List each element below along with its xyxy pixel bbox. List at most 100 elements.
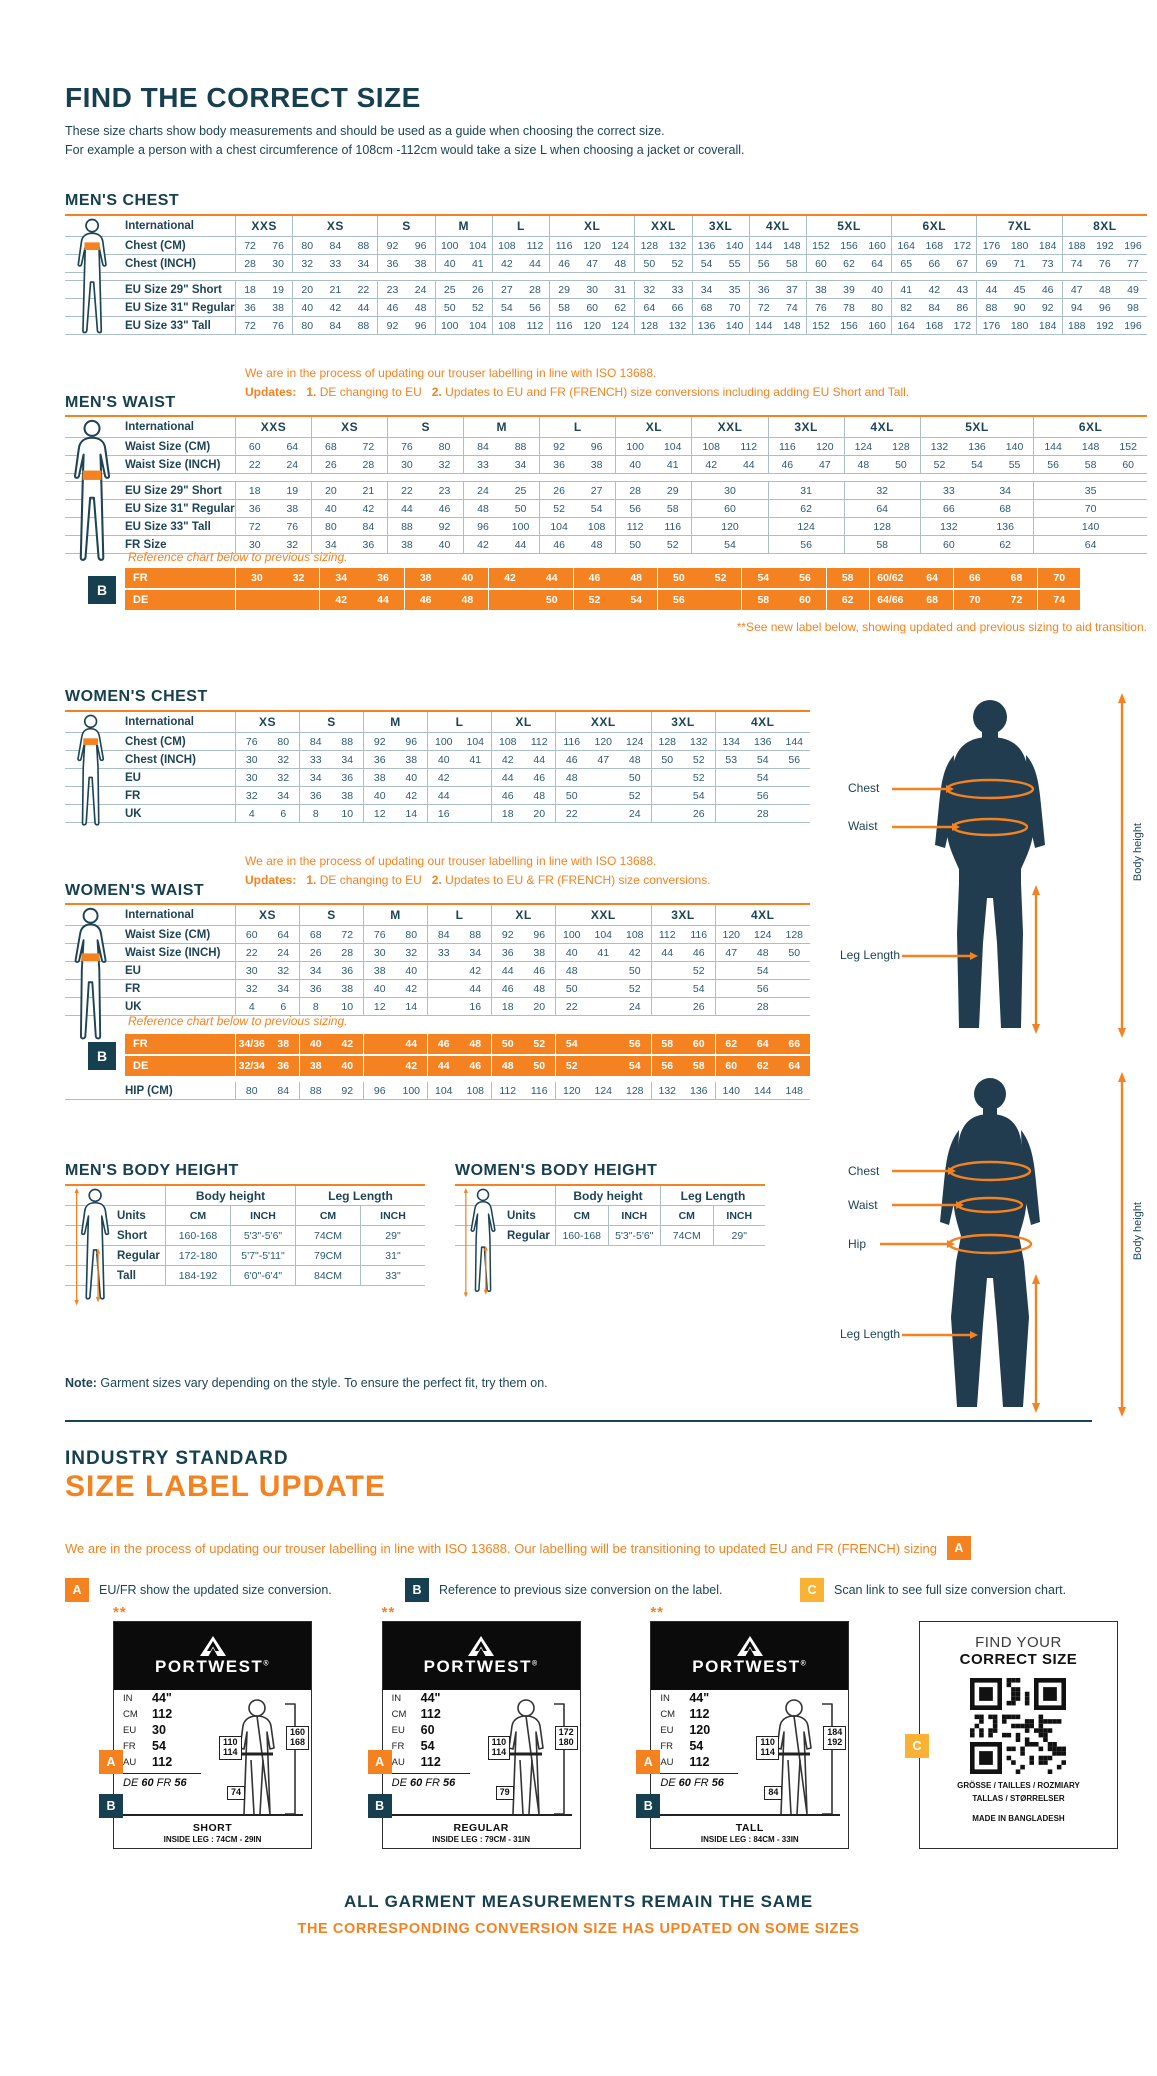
ref-value: 64 [756, 1038, 769, 1050]
ref-value: 62 [756, 1060, 769, 1072]
size-value: 34 [277, 789, 290, 802]
size-value: 136 [753, 735, 772, 748]
size-value: 28 [362, 458, 375, 471]
size-group: 44 46 [387, 500, 463, 517]
ref-group: 58 60 [650, 1034, 715, 1054]
size-value: 148 [785, 1084, 804, 1097]
size-value: 60 [586, 301, 599, 314]
ref-group: 64/66 68 [868, 590, 953, 610]
eu-range-box: 110 114 [219, 1736, 242, 1760]
size-group: 36 38 [235, 299, 292, 316]
size-group: 26 28 [311, 456, 387, 473]
ref-group: 46 48 [403, 590, 488, 610]
ref-value: 46 [437, 1038, 450, 1050]
row-label: UK [125, 807, 142, 820]
size-group: 40 42 44 [292, 299, 377, 316]
size-group: 36 38 [539, 456, 615, 473]
size-group: 34 35 [691, 281, 749, 298]
col-header-XL: XL [549, 216, 634, 236]
size-value: 40 [437, 753, 450, 766]
table-header-row: International XS S M L XL XXL 3XL 4XL [65, 712, 810, 733]
card-stars: ** [113, 1604, 127, 1621]
size-value: 38 [533, 946, 546, 959]
size-group: 60 62 [919, 536, 1034, 553]
size-value: 16 [437, 807, 450, 820]
size-value: 21 [362, 484, 375, 497]
ref-value: 56 [673, 594, 685, 606]
size-value: 38 [590, 458, 603, 471]
size-value: 96 [1099, 301, 1111, 314]
size-value: 136 [968, 440, 986, 453]
ref-value: 74 [1053, 594, 1066, 606]
ref-group: 62 [825, 590, 869, 610]
previous-size: 56 [711, 1777, 724, 1789]
card-figure: 110 114 160 168 74 [207, 1696, 309, 1824]
male-silhouette [892, 693, 1126, 1038]
unit-label: FR [123, 1740, 136, 1752]
ref-row-label: FR [133, 1038, 148, 1050]
size-value: 116 [555, 319, 573, 332]
size-value: 29 [666, 484, 679, 497]
male-measurement-figure: Chest Waist Leg Length Body height [840, 693, 1152, 1045]
size-value: 46 [438, 502, 451, 515]
size-value: 184 [1038, 319, 1057, 332]
size-group: 128 132 [650, 733, 715, 750]
size-value: 42 [928, 283, 941, 296]
note-text: Garment sizes vary depending on the styl… [96, 1376, 548, 1390]
ref-group: 54 56 [741, 568, 825, 588]
size-value: 46 [501, 982, 514, 995]
height-range-box: 160 168 [285, 1726, 309, 1750]
ref-group: 56 [657, 590, 741, 610]
size-value: 44 [357, 301, 370, 314]
row-label: EU Size 33" Tall [125, 520, 211, 533]
unit-label: FR [391, 1740, 405, 1752]
size-value: 28 [341, 946, 354, 959]
size-value: 76 [286, 520, 299, 533]
inside-leg-box: 79 [495, 1786, 514, 1800]
size-group: 44 [427, 980, 491, 997]
size-value: 36 [757, 283, 770, 296]
eu-range-box: 110 114 [487, 1736, 511, 1760]
size-value: 54 [590, 502, 603, 515]
inside-leg-text: INSIDE LEG : 74CM - 29IN [163, 1835, 262, 1844]
size-value: 52 [692, 753, 705, 766]
size-group: 53 54 56 [714, 751, 811, 768]
page-intro: These size charts show body measurements… [65, 122, 965, 160]
label-card: ** PORTWEST® IN 44" CM 112 EU 120 FR 54 AU 112 DE 60… [636, 1604, 850, 1849]
size-value: 23 [438, 484, 451, 497]
size-group: 42 44 [691, 456, 767, 473]
size-group: 116 120 [767, 438, 844, 455]
unit-label: CM [660, 1708, 676, 1720]
size-value: 80 [405, 928, 418, 941]
size-value: 35 [728, 283, 741, 296]
size-value: 88 [985, 301, 998, 314]
body-height-value: 74CM [295, 1226, 360, 1245]
size-value: 52 [671, 257, 684, 270]
size-group: 56 [767, 536, 844, 553]
ref-group: 54 56 [555, 1034, 651, 1054]
footer-line-1: ALL GARMENT MEASUREMENTS REMAIN THE SAME [344, 1892, 813, 1911]
ref-group: 38 40 [403, 568, 488, 588]
size-value: 23 [386, 283, 399, 296]
size-value: 84 [309, 735, 322, 748]
update-1: DE changing to EU [316, 872, 422, 887]
womens-previous-sizing-rows: FR 34/36 38 40 42 44 46 48 50 52 54 56 58 60 62 64 66 DE 3… [125, 1034, 810, 1078]
col-header-XL: XL [491, 905, 555, 925]
size-row: AU 112 [114, 1754, 311, 1770]
unit-value: 112 [420, 1707, 441, 1721]
size-value: 44 [437, 789, 450, 802]
size-value: 88 [469, 928, 482, 941]
size-group: 30 32 [235, 962, 299, 979]
size-group: 18 20 [491, 998, 555, 1015]
unit-value: 60 [420, 1723, 435, 1737]
size-group: 80 84 [311, 518, 387, 535]
size-group: 92 96 [377, 317, 434, 334]
size-value: 180 [1010, 319, 1029, 332]
row-label: HIP (CM) [125, 1084, 173, 1097]
size-value: 92 [553, 440, 565, 453]
badge-b: B [88, 1042, 116, 1070]
row-cells: 80 84 88 92 96 100 104 108 112 116 120 124 128 132 136… [235, 1082, 810, 1099]
size-group: 18 20 [491, 805, 555, 822]
size-value: 50 [629, 538, 641, 551]
badge-b: B [367, 1794, 392, 1818]
